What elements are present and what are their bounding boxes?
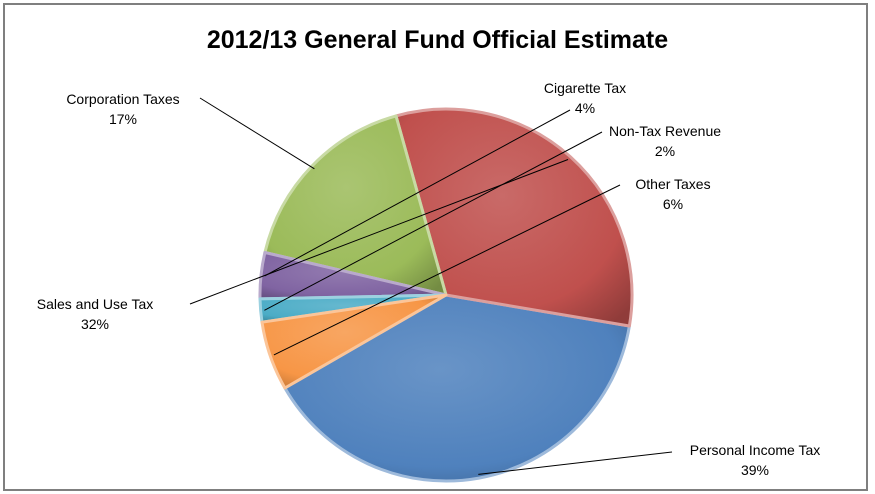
label-name: Non-Tax Revenue [608, 123, 722, 139]
label-cigarette-tax: Cigarette Tax 4% [495, 78, 675, 118]
label-name: Other Taxes [635, 176, 711, 192]
label-percent: 17% [108, 111, 138, 127]
leader-line [264, 131, 603, 311]
pie-slice-corporation-taxes [263, 114, 448, 297]
label-non-tax-revenue: Non-Tax Revenue 2% [570, 121, 760, 161]
label-personal-income-tax: Personal Income Tax 39% [660, 440, 850, 480]
label-percent: 2% [654, 143, 676, 159]
leader-lines [189, 97, 673, 475]
pie-slice-other-taxes [260, 293, 448, 390]
label-percent: 32% [80, 316, 110, 332]
leader-line [273, 184, 621, 356]
leader-line [199, 97, 315, 170]
label-percent: 4% [574, 100, 596, 116]
pie-slices [258, 107, 634, 483]
label-corporation-taxes: Corporation Taxes 17% [18, 89, 228, 129]
leader-line [264, 109, 571, 277]
label-percent: 6% [662, 196, 684, 212]
label-name: Corporation Taxes [66, 91, 180, 107]
leader-line [189, 159, 569, 305]
pie-slice-sales-and-use-tax [394, 107, 634, 328]
label-name: Cigarette Tax [543, 80, 627, 96]
label-percent: 39% [740, 462, 770, 478]
label-other-taxes: Other Taxes 6% [593, 174, 753, 214]
label-sales-and-use-tax: Sales and Use Tax 32% [0, 294, 190, 334]
label-name: Sales and Use Tax [36, 296, 154, 312]
pie-slice-personal-income-tax [283, 293, 631, 483]
label-name: Personal Income Tax [689, 442, 821, 458]
chart-title: 2012/13 General Fund Official Estimate [206, 26, 669, 54]
leader-line [478, 451, 673, 475]
